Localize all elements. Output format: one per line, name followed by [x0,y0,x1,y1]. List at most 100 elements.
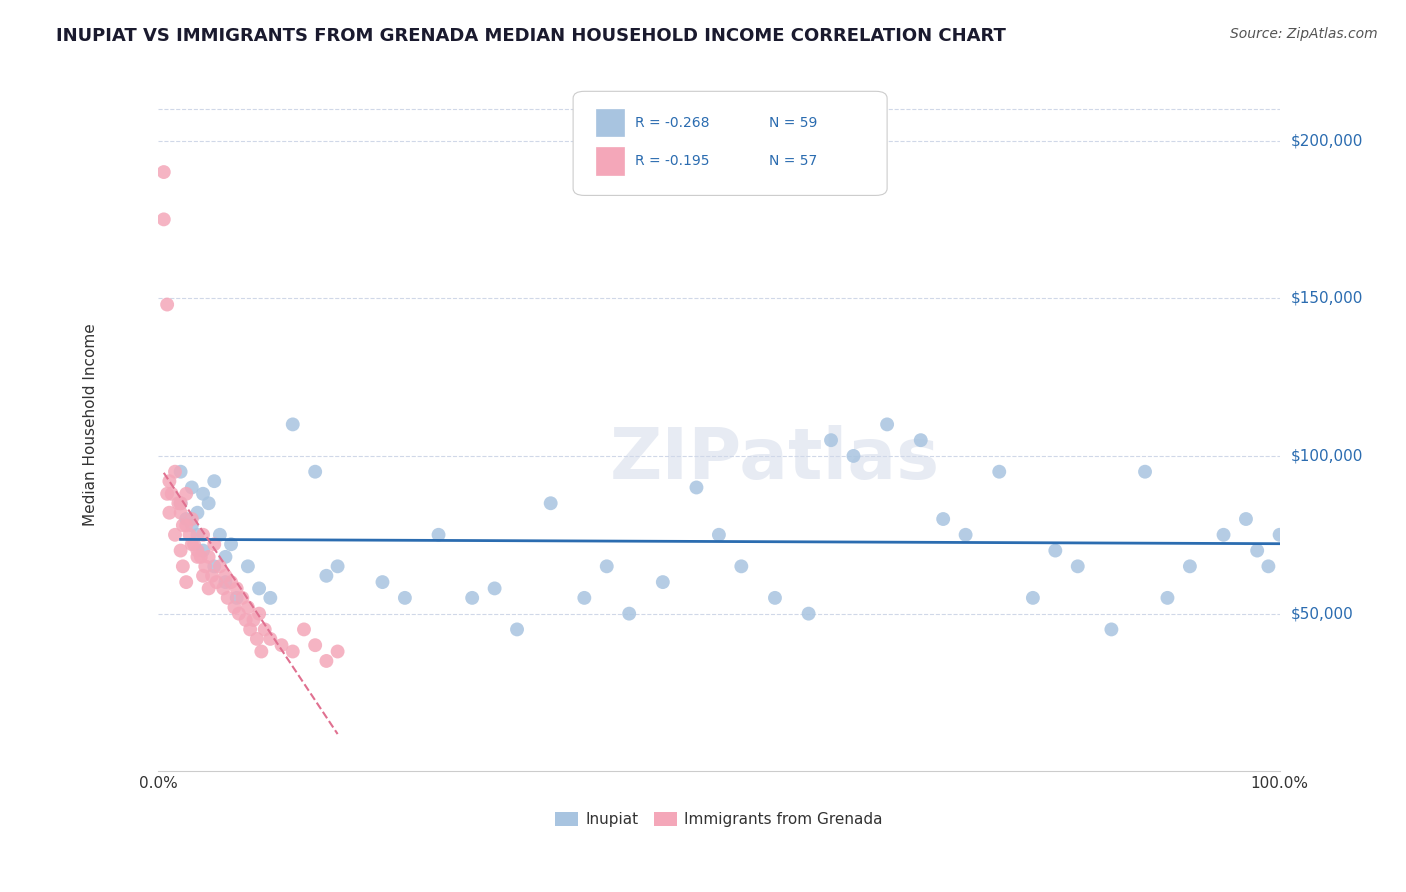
Point [281,417,304,432]
Text: INUPIAT VS IMMIGRANTS FROM GRENADA MEDIAN HOUSEHOLD INCOME CORRELATION CHART: INUPIAT VS IMMIGRANTS FROM GRENADA MEDIA… [56,27,1007,45]
Bar [596,147,624,175]
Point [157,506,180,520]
Point [242,613,264,627]
Point [225,582,247,596]
Point [1257,559,1279,574]
Point [461,591,484,605]
Point [540,496,562,510]
Point [247,582,270,596]
Point [617,607,640,621]
Point [202,474,225,488]
Point [250,644,273,658]
Point [246,632,269,646]
Point [1067,559,1090,574]
Point [163,528,186,542]
Point [259,632,281,646]
Point [174,518,197,533]
Point [191,487,214,501]
Point [304,638,326,652]
Point [1099,623,1122,637]
Point [169,543,191,558]
Point [191,528,214,542]
Point [169,496,191,510]
Point [163,465,186,479]
Point [219,575,242,590]
Point [219,537,242,551]
Text: R = -0.268: R = -0.268 [634,116,709,129]
Point [214,549,236,564]
Point [152,212,174,227]
Point [281,644,304,658]
Text: $150,000: $150,000 [1291,291,1364,306]
Point [596,559,619,574]
Text: ZIPatlas: ZIPatlas [610,425,941,493]
Point [197,582,219,596]
Point [180,512,202,526]
Point [190,549,212,564]
Point [208,559,231,574]
Point [197,549,219,564]
Point [180,537,202,551]
Text: Source: ZipAtlas.com: Source: ZipAtlas.com [1230,27,1378,41]
Point [194,559,217,574]
Point [152,165,174,179]
Point [326,644,349,658]
Point [205,575,228,590]
Point [225,591,247,605]
Point [253,623,276,637]
Text: $100,000: $100,000 [1291,449,1364,464]
Point [1045,543,1067,558]
Point [932,512,955,526]
Point [239,623,262,637]
Point [235,613,257,627]
Point [202,537,225,551]
Point [1268,528,1291,542]
Point [270,638,292,652]
Point [217,591,239,605]
Point [169,506,191,520]
Point [180,518,202,533]
Point [186,528,208,542]
Point [174,487,197,501]
Point [326,559,349,574]
Point [231,591,253,605]
Point [315,654,337,668]
Point [685,481,707,495]
Point [730,559,752,574]
Point [651,575,673,590]
Point [315,569,337,583]
Point [797,607,820,621]
Point [202,559,225,574]
Point [212,582,235,596]
Point [763,591,786,605]
Legend: Inupiat, Immigrants from Grenada: Inupiat, Immigrants from Grenada [548,805,889,833]
Point [191,569,214,583]
Point [174,512,197,526]
Bar [596,109,624,136]
Point [197,496,219,510]
Point [820,433,842,447]
Point [371,575,394,590]
Point [988,465,1011,479]
Point [172,518,194,533]
Point [1178,559,1201,574]
Point [842,449,865,463]
Point [214,569,236,583]
Point [707,528,730,542]
Point [484,582,506,596]
Point [179,528,201,542]
Point [1022,591,1045,605]
Point [208,528,231,542]
Text: N = 59: N = 59 [769,116,818,129]
Point [186,506,208,520]
Text: $50,000: $50,000 [1291,607,1354,621]
Text: Median Household Income: Median Household Income [83,323,98,525]
Point [224,600,246,615]
Point [1212,528,1234,542]
Point [174,575,197,590]
Point [394,591,416,605]
Point [1246,543,1268,558]
Point [236,600,259,615]
Point [160,487,183,501]
Point [427,528,450,542]
